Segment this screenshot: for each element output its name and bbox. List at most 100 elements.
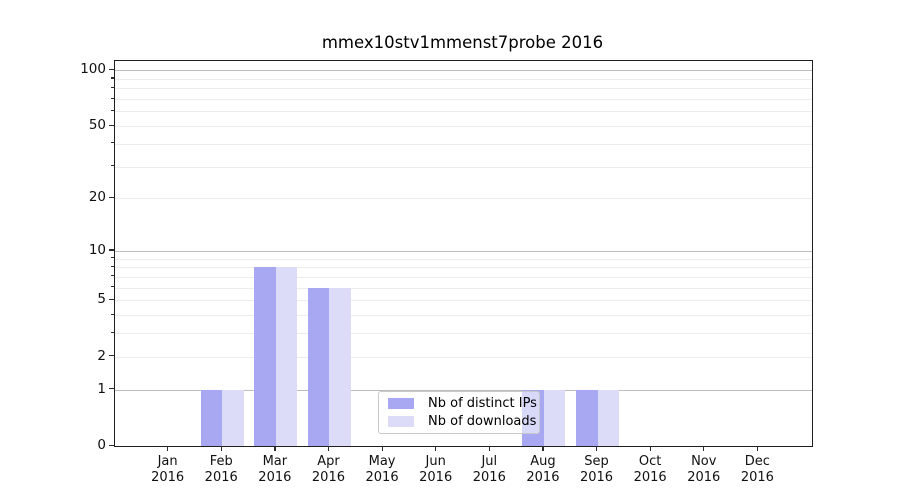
bar-sep-distinct-ips xyxy=(576,389,598,446)
legend-swatch-downloads xyxy=(388,416,414,427)
x-tick-label-month: Oct xyxy=(638,454,662,469)
x-tick-label-month: Dec xyxy=(744,454,770,469)
bar-apr-downloads xyxy=(329,287,351,446)
x-tick-label-month: Jun xyxy=(425,454,446,469)
x-tick-label: Apr 2016 xyxy=(298,454,358,486)
y-major-gridline xyxy=(115,250,812,252)
x-tick-mark xyxy=(596,446,598,451)
x-tick-label-year: 2016 xyxy=(579,470,614,485)
y-tick-mark xyxy=(109,196,114,198)
legend-label: Nb of distinct IPs xyxy=(428,396,537,411)
bar-feb-downloads xyxy=(222,389,244,446)
x-tick-label-month: Sep xyxy=(584,454,609,469)
x-tick-label: Aug 2016 xyxy=(513,454,573,486)
x-tick-mark xyxy=(649,446,651,451)
x-tick-mark xyxy=(756,446,759,451)
chart-title: mmex10stv1mmenst7probe 2016 xyxy=(321,33,604,52)
y-minor-gridline xyxy=(115,315,812,316)
x-tick-label-month: Apr xyxy=(317,454,340,469)
y-minor-tick-mark xyxy=(111,109,114,112)
x-tick-label-year: 2016 xyxy=(365,470,399,485)
y-minor-tick-mark xyxy=(111,77,114,79)
y-minor-gridline xyxy=(115,333,812,335)
bar-sep-downloads xyxy=(597,389,619,446)
x-tick-mark xyxy=(381,446,383,451)
x-tick-label: Jan 2016 xyxy=(138,454,198,486)
legend-swatch-distinct-ips xyxy=(388,398,414,409)
x-tick-label-year: 2016 xyxy=(687,470,721,485)
x-tick-label: Nov 2016 xyxy=(674,454,734,486)
y-minor-tick-mark xyxy=(111,257,114,259)
y-tick-label: 1 xyxy=(97,380,106,397)
bar-feb-distinct-ips xyxy=(200,389,223,446)
x-tick-label-year: 2016 xyxy=(258,470,292,485)
y-tick-label: 5 xyxy=(97,291,106,308)
bar-apr-distinct-ips xyxy=(308,287,330,446)
y-major-gridline xyxy=(115,70,812,72)
y-minor-gridline xyxy=(115,99,812,101)
x-tick-label: Dec 2016 xyxy=(727,454,787,486)
x-tick-label-year: 2016 xyxy=(472,470,506,485)
y-tick-mark xyxy=(109,249,114,251)
x-tick-label: Feb 2016 xyxy=(191,454,251,486)
y-tick-label: 10 xyxy=(88,241,106,258)
x-tick-mark xyxy=(488,446,490,451)
y-tick-mark xyxy=(109,298,114,300)
y-minor-gridline xyxy=(115,126,812,127)
y-tick-mark xyxy=(109,124,114,126)
legend: Nb of distinct IPs Nb of downloads xyxy=(378,391,540,434)
y-minor-gridline xyxy=(115,287,812,289)
y-minor-gridline xyxy=(115,356,812,358)
y-minor-gridline xyxy=(115,143,812,145)
x-tick-label-year: 2016 xyxy=(204,470,238,485)
x-tick-mark xyxy=(542,446,544,451)
x-tick-mark xyxy=(327,446,330,451)
x-tick-label-month: Mar xyxy=(262,454,288,469)
x-tick-mark xyxy=(220,446,222,451)
x-tick-mark xyxy=(274,446,276,451)
y-minor-tick-mark xyxy=(111,142,114,144)
y-major-gridline xyxy=(115,389,812,391)
y-tick-label: 100 xyxy=(80,61,106,78)
y-minor-tick-mark xyxy=(111,286,114,288)
x-tick-label-month: Aug xyxy=(530,454,556,469)
x-tick-label-month: Feb xyxy=(209,454,233,469)
x-tick-label: Mar 2016 xyxy=(245,454,305,486)
x-tick-label-year: 2016 xyxy=(633,470,667,485)
x-tick-mark xyxy=(435,446,437,451)
x-tick-label-month: May xyxy=(368,454,396,469)
y-tick-label: 20 xyxy=(88,189,106,206)
y-minor-gridline xyxy=(115,300,812,302)
y-minor-gridline xyxy=(115,198,812,200)
y-tick-mark xyxy=(109,68,114,71)
y-tick-label: 2 xyxy=(97,347,106,364)
bar-mar-downloads xyxy=(275,267,298,446)
bar-aug-downloads xyxy=(543,389,566,446)
y-tick-label: 0 xyxy=(97,437,106,453)
x-tick-mark xyxy=(703,446,705,451)
y-tick-mark xyxy=(109,388,114,390)
y-tick-mark xyxy=(109,355,114,357)
x-tick-label-year: 2016 xyxy=(740,470,774,485)
y-minor-gridline xyxy=(115,276,812,278)
x-tick-label-year: 2016 xyxy=(311,470,345,485)
x-tick-label: Sep 2016 xyxy=(567,454,627,486)
x-tick-label-year: 2016 xyxy=(419,470,453,485)
y-minor-tick-mark xyxy=(111,165,114,167)
x-tick-label: May 2016 xyxy=(352,454,412,486)
y-minor-tick-mark xyxy=(111,265,114,267)
legend-item: Nb of downloads xyxy=(388,414,539,429)
legend-item: Nb of distinct IPs xyxy=(388,396,539,411)
y-minor-gridline xyxy=(115,166,812,168)
x-tick-label: Jun 2016 xyxy=(406,454,466,486)
y-minor-gridline xyxy=(115,78,812,80)
x-tick-label-year: 2016 xyxy=(151,470,185,485)
x-tick-label-month: Nov xyxy=(691,454,717,469)
y-minor-tick-mark xyxy=(111,97,114,99)
x-tick-label-month: Jul xyxy=(481,454,498,469)
y-minor-gridline xyxy=(115,88,812,90)
y-minor-gridline xyxy=(115,267,812,269)
y-minor-tick-mark xyxy=(111,275,114,277)
y-tick-mark xyxy=(109,444,114,446)
